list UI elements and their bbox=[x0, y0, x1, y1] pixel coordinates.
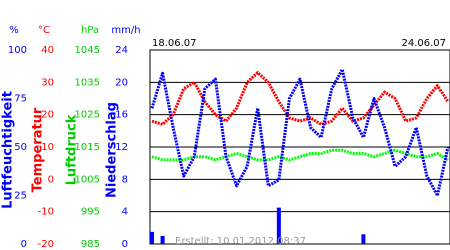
y-tick-label: 0 bbox=[21, 239, 27, 250]
y-tick-label: 985 bbox=[81, 239, 100, 250]
precip-bar bbox=[160, 235, 165, 244]
axis-label: Temperatur bbox=[31, 107, 46, 192]
series-line bbox=[151, 71, 450, 126]
axis-unit: % bbox=[9, 25, 19, 36]
y-tick-label: 75 bbox=[14, 94, 27, 105]
series-line bbox=[150, 67, 450, 197]
y-tick-label: 12 bbox=[115, 142, 128, 153]
y-tick-label: 24 bbox=[115, 45, 128, 56]
y-tick-label: 20 bbox=[41, 110, 54, 121]
y-tick-label: 10 bbox=[41, 142, 54, 153]
y-tick-label: -20 bbox=[38, 239, 54, 250]
axis-label: Niederschlag bbox=[105, 102, 120, 198]
x-tick-label: 18.06.07 bbox=[152, 38, 197, 49]
y-tick-label: -10 bbox=[38, 207, 54, 218]
y-tick-label: 1015 bbox=[75, 142, 100, 153]
y-tick-label: 8 bbox=[122, 174, 128, 185]
y-tick-label: 40 bbox=[41, 45, 54, 56]
y-tick-label: 16 bbox=[115, 110, 128, 121]
axis-label: Luftdruck bbox=[65, 114, 80, 185]
y-tick-label: 1025 bbox=[75, 110, 100, 121]
axis-unit: mm/h bbox=[111, 25, 140, 36]
y-tick-label: 25 bbox=[14, 191, 27, 202]
y-tick-label: 0 bbox=[48, 174, 54, 185]
y-tick-label: 1045 bbox=[75, 45, 100, 56]
axis-unit: hPa bbox=[81, 25, 99, 36]
y-tick-label: 30 bbox=[41, 77, 54, 88]
precip-bar bbox=[276, 207, 281, 244]
y-tick-label: 20 bbox=[115, 77, 128, 88]
y-tick-label: 4 bbox=[122, 207, 128, 218]
axis-label: Luftfeuchtigkeit bbox=[1, 91, 16, 209]
precip-bar bbox=[150, 231, 154, 244]
y-tick-label: 1035 bbox=[75, 77, 100, 88]
y-tick-label: 995 bbox=[81, 207, 100, 218]
y-tick-label: 100 bbox=[8, 45, 27, 56]
footer: Erstellt: 10.01.2012 08:37 bbox=[175, 236, 306, 247]
axis-unit: °C bbox=[38, 25, 50, 36]
precip-bar bbox=[361, 234, 366, 244]
y-tick-label: 0 bbox=[122, 239, 128, 250]
y-tick-label: 1005 bbox=[75, 174, 100, 185]
y-tick-label: 50 bbox=[14, 142, 27, 153]
x-tick-label: 24.06.07 bbox=[401, 38, 446, 49]
